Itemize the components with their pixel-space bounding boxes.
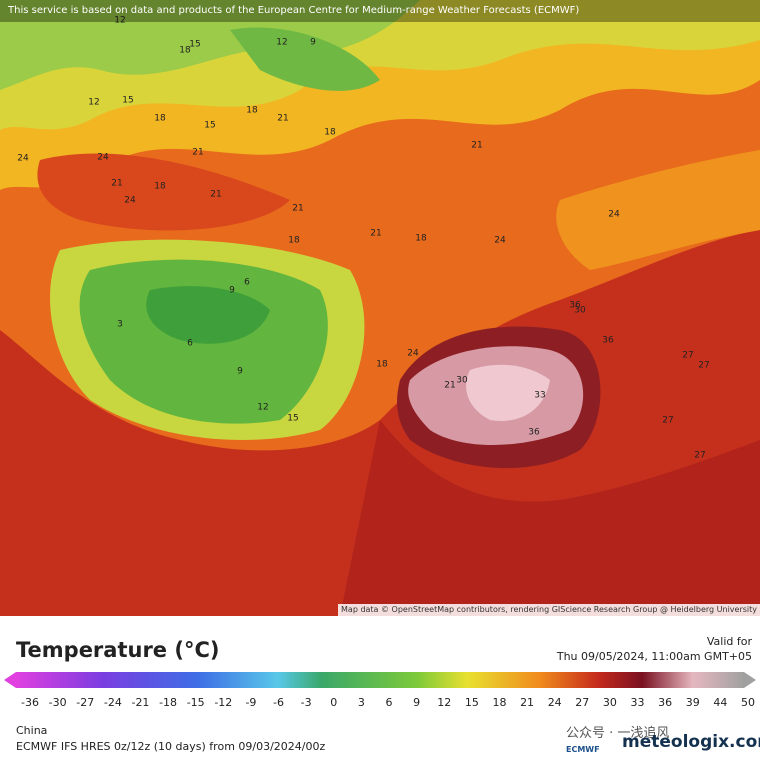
contour-label: 6 [187,339,193,349]
contour-label: 9 [229,286,235,296]
color-bar-tick: -21 [131,696,150,709]
contour-label: 18 [179,46,191,56]
contour-label: 24 [407,349,419,359]
contour-label: 30 [456,376,468,386]
color-bar-tick: -12 [214,696,233,709]
valid-time: Thu 09/05/2024, 11:00am GMT+05 [556,650,752,663]
contour-label: 24 [97,153,109,163]
contour-label: 18 [154,182,166,192]
contour-label: 27 [694,451,705,461]
contour-label: 6 [244,278,250,288]
contour-label: 3 [117,320,123,330]
site-logo[interactable]: meteologix.com [622,732,760,752]
contour-label: 15 [287,414,298,424]
contour-label: 24 [608,210,620,220]
model-info: ECMWF IFS HRES 0z/12z (10 days) from 09/… [16,740,326,753]
color-bar-tick: 39 [685,696,700,709]
color-bar-tick: 24 [547,696,562,709]
contour-label: 15 [189,40,200,50]
contour-label: 9 [237,367,243,377]
contour-label: 27 [682,351,693,361]
contour-label: 9 [310,38,316,48]
color-bar-tick: 30 [602,696,617,709]
valid-label: Valid for [706,635,752,648]
color-bar-tick: -24 [103,696,122,709]
contour-label: 36 [602,336,614,346]
color-bar-tick: 6 [385,696,393,709]
contour-label: 24 [17,154,29,164]
contour-label: 36 [569,301,581,311]
contour-label: 15 [204,121,215,131]
region: China [16,724,48,737]
color-bar-tick: 44 [713,696,728,709]
color-bar-tick: 18 [492,696,507,709]
color-bar-tick: 15 [464,696,479,709]
color-bar-tick: -36 [21,696,39,709]
color-bar-tick: 9 [413,696,421,709]
color-bar-tick: -27 [76,696,95,709]
contour-label: 15 [122,96,133,106]
contour-label: 36 [528,428,540,438]
color-bar-tick: 21 [520,696,535,709]
ecmwf-logo: ECMWF [566,745,600,754]
color-bar-tick: 0 [330,696,338,709]
contour-label: 12 [88,98,99,108]
contour-label: 21 [277,114,288,124]
color-bar-ticks: -36 -30 -27 -24 -21 -18 -15 -12 -9 -6 -3 0 3 6 9 12 15 18… [0,696,760,710]
contour-label: 18 [376,360,388,370]
watermark: 公众号 · 一浅追风 [566,726,670,741]
color-bar-tick: 36 [658,696,673,709]
contour-label: 18 [324,128,336,138]
color-bar-tick: 27 [575,696,590,709]
color-bar-tick: -30 [48,696,67,709]
contour-label: 21 [210,190,221,200]
contour-label: 12 [114,16,125,26]
contour-label: 27 [698,361,709,371]
contour-label: 21 [292,204,303,214]
contour-label: 18 [415,234,427,244]
color-bar-tick: 12 [437,696,452,709]
contour-label: 12 [257,403,268,413]
contour-label: 33 [534,391,545,401]
contour-label: 21 [370,229,381,239]
contour-label: 18 [288,236,300,246]
contour-label: 18 [246,106,258,116]
color-bar-tick: -9 [245,696,257,709]
contour-label: 21 [111,179,122,189]
contour-label: 21 [471,141,482,151]
color-bar-tick: 3 [357,696,365,709]
map-disclaimer: This service is based on data and produc… [0,0,760,22]
contour-label: 30 [574,306,586,316]
color-bar-tick: -3 [300,696,312,709]
color-bar-tick: 50 [741,696,755,709]
contour-label: 24 [124,196,136,206]
contour-label: 24 [494,236,506,246]
color-bar [4,672,756,688]
contour-label: 12 [276,38,287,48]
color-bar-tick: -18 [159,696,178,709]
color-bar-tick: -6 [273,696,285,709]
color-bar-tick: -15 [186,696,205,709]
color-bar-tick: 33 [630,696,645,709]
contour-label: 21 [444,381,455,391]
legend-title: Temperature (°C) [16,638,220,662]
contour-label: 27 [662,416,673,426]
contour-label: 21 [192,148,203,158]
map-attribution: Map data © OpenStreetMap contributors, r… [338,604,760,616]
contour-label: 18 [154,114,166,124]
